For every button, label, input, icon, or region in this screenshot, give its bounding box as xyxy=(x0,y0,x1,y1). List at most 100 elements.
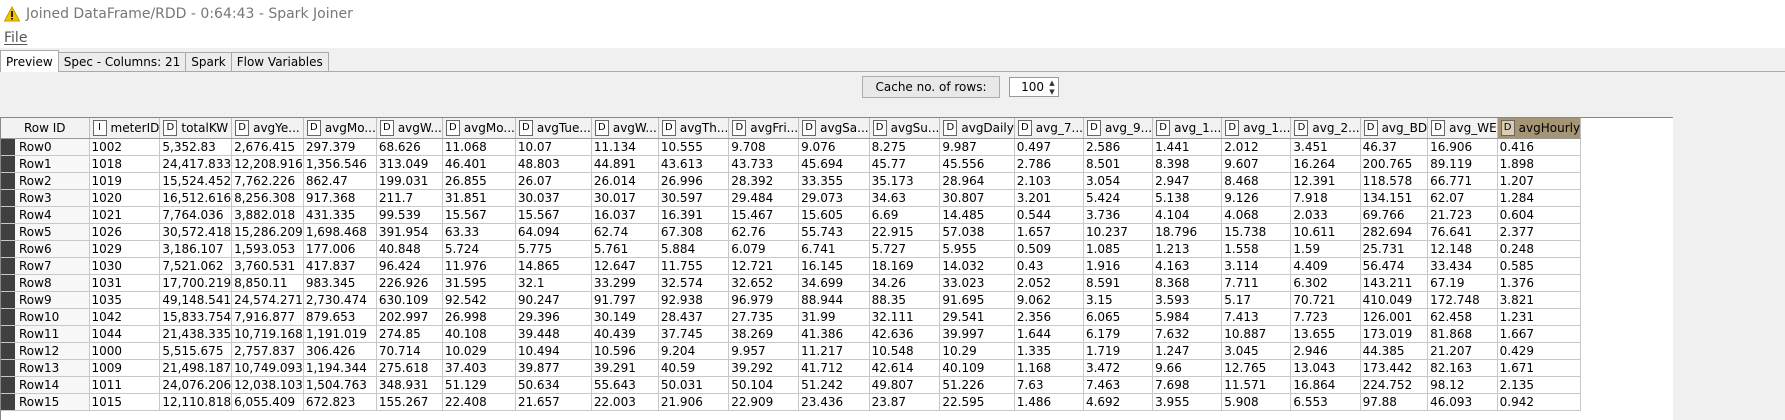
table-cell[interactable]: 5.908 xyxy=(1221,393,1292,411)
table-cell[interactable]: 9.204 xyxy=(658,342,730,360)
table-cell[interactable]: 6.065 xyxy=(1083,308,1154,326)
table-cell[interactable]: 1.168 xyxy=(1014,359,1084,377)
table-cell[interactable]: 81.868 xyxy=(1427,325,1498,343)
table-cell[interactable]: 32.652 xyxy=(728,274,800,292)
table-cell[interactable]: 1.213 xyxy=(1152,240,1223,258)
table-row[interactable]: Row6 1029 3,186.107 1,593.053 177.006 40.848 5… xyxy=(1,240,1582,258)
table-cell[interactable]: 96.979 xyxy=(728,291,800,309)
table-cell[interactable]: 11.068 xyxy=(442,138,516,156)
table-cell[interactable]: 7.723 xyxy=(1290,308,1361,326)
table-cell[interactable]: 5.984 xyxy=(1152,308,1223,326)
table-cell[interactable]: 10,749.093 xyxy=(231,359,304,377)
table-cell[interactable]: 16.906 xyxy=(1427,138,1498,156)
table-cell[interactable]: 1.085 xyxy=(1083,240,1154,258)
table-cell[interactable]: 17,700.219 xyxy=(159,274,233,292)
table-cell[interactable]: 40.848 xyxy=(376,240,443,258)
table-row[interactable]: Row8 1031 17,700.219 8,850.11 983.345 226.926… xyxy=(1,274,1582,292)
table-cell[interactable]: 297.379 xyxy=(303,138,377,156)
table-cell[interactable]: 2.947 xyxy=(1152,172,1223,190)
table-cell[interactable]: 39.291 xyxy=(591,359,659,377)
table-cell[interactable]: 28.437 xyxy=(658,308,730,326)
table-cell[interactable]: 46.401 xyxy=(442,155,516,173)
table-cell[interactable]: 37.745 xyxy=(658,325,730,343)
table-cell[interactable]: 7,916.877 xyxy=(231,308,304,326)
table-cell[interactable]: 10.555 xyxy=(658,138,730,156)
table-cell[interactable]: 62.74 xyxy=(591,223,659,241)
table-cell[interactable]: 10.548 xyxy=(869,342,941,360)
table-cell[interactable]: 21.657 xyxy=(515,393,592,411)
table-cell[interactable]: 29.396 xyxy=(515,308,592,326)
table-cell[interactable]: 1.284 xyxy=(1497,189,1582,207)
table-cell[interactable]: 7.711 xyxy=(1221,274,1292,292)
table-cell[interactable]: 5.17 xyxy=(1221,291,1292,309)
table-cell[interactable]: 63.33 xyxy=(442,223,516,241)
table-cell[interactable]: 417.837 xyxy=(303,257,377,275)
table-cell[interactable]: 3,760.531 xyxy=(231,257,304,275)
table-cell[interactable]: 199.031 xyxy=(376,172,443,190)
row-id-cell[interactable]: Row9 xyxy=(1,291,90,309)
table-cell[interactable]: 3,882.018 xyxy=(231,206,304,224)
table-cell[interactable]: 282.694 xyxy=(1360,223,1429,241)
table-cell[interactable]: 7.413 xyxy=(1221,308,1292,326)
table-cell[interactable]: 66.771 xyxy=(1427,172,1498,190)
table-cell[interactable]: 275.618 xyxy=(376,359,443,377)
table-cell[interactable]: 90.247 xyxy=(515,291,592,309)
table-cell[interactable]: 18.796 xyxy=(1152,223,1223,241)
table-cell[interactable]: 45.694 xyxy=(798,155,870,173)
table-cell[interactable]: 1.247 xyxy=(1152,342,1223,360)
table-cell[interactable]: 42.614 xyxy=(869,359,941,377)
table-cell[interactable]: 5.955 xyxy=(939,240,1015,258)
table-cell[interactable]: 48.803 xyxy=(515,155,592,173)
table-cell[interactable]: 202.997 xyxy=(376,308,443,326)
table-cell[interactable]: 42.636 xyxy=(869,325,941,343)
table-cell[interactable]: 1009 xyxy=(89,359,161,377)
table-cell[interactable]: 177.006 xyxy=(303,240,377,258)
table-row[interactable]: Row9 1035 49,148.541 24,574.271 2,730.474 630… xyxy=(1,291,1582,309)
table-cell[interactable]: 7,764.036 xyxy=(159,206,233,224)
table-cell[interactable]: 24,076.206 xyxy=(159,376,233,394)
table-cell[interactable]: 1015 xyxy=(89,393,161,411)
table-cell[interactable]: 983.345 xyxy=(303,274,377,292)
table-cell[interactable]: 1.644 xyxy=(1014,325,1084,343)
table-cell[interactable]: 879.653 xyxy=(303,308,377,326)
table-cell[interactable]: 431.335 xyxy=(303,206,377,224)
table-cell[interactable]: 118.578 xyxy=(1360,172,1429,190)
table-cell[interactable]: 9.957 xyxy=(728,342,800,360)
table-cell[interactable]: 22.003 xyxy=(591,393,659,411)
tab-spec-columns[interactable]: Spec - Columns: 21 xyxy=(57,52,187,71)
table-row[interactable]: Row12 1000 5,515.675 2,757.837 306.426 70.714… xyxy=(1,342,1582,360)
table-cell[interactable]: 1,504.763 xyxy=(303,376,377,394)
table-cell[interactable]: 32.111 xyxy=(869,308,941,326)
table-cell[interactable]: 32.1 xyxy=(515,274,592,292)
table-cell[interactable]: 4.104 xyxy=(1152,206,1223,224)
table-cell[interactable]: 51.226 xyxy=(939,376,1015,394)
table-cell[interactable]: 10.611 xyxy=(1290,223,1361,241)
table-cell[interactable]: 23.436 xyxy=(798,393,870,411)
table-cell[interactable]: 2,730.474 xyxy=(303,291,377,309)
row-id-cell[interactable]: Row15 xyxy=(1,393,90,411)
table-cell[interactable]: 1029 xyxy=(89,240,161,258)
table-cell[interactable]: 97.88 xyxy=(1360,393,1429,411)
table-cell[interactable]: 15,286.209 xyxy=(231,223,304,241)
table-cell[interactable]: 5.424 xyxy=(1083,189,1154,207)
table-cell[interactable]: 2.135 xyxy=(1497,376,1582,394)
table-cell[interactable]: 11.571 xyxy=(1221,376,1292,394)
table-cell[interactable]: 40.59 xyxy=(658,359,730,377)
table-cell[interactable]: 226.926 xyxy=(376,274,443,292)
table-cell[interactable]: 88.35 xyxy=(869,291,941,309)
table-cell[interactable]: 34.63 xyxy=(869,189,941,207)
table-cell[interactable]: 10.596 xyxy=(591,342,659,360)
table-cell[interactable]: 9.987 xyxy=(939,138,1015,156)
row-id-cell[interactable]: Row11 xyxy=(1,325,90,343)
table-cell[interactable]: 32.574 xyxy=(658,274,730,292)
table-row[interactable]: Row15 1015 12,110.818 6,055.409 672.823 155.2… xyxy=(1,393,1582,411)
table-cell[interactable]: 46.093 xyxy=(1427,393,1498,411)
table-cell[interactable]: 28.964 xyxy=(939,172,1015,190)
